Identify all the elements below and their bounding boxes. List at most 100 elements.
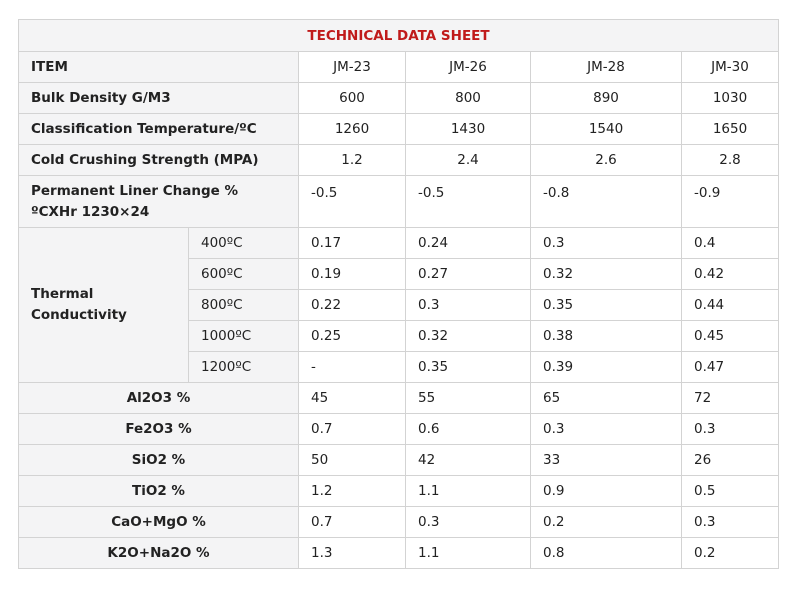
cell: 0.8 [530, 537, 682, 569]
table-row: Cold Crushing Strength (MPA) 1.2 2.4 2.6… [18, 144, 780, 176]
title-row: TECHNICAL DATA SHEET [17, 19, 780, 52]
row-label: SiO2 % [18, 444, 299, 476]
table-row: Thermal Conductivity 400ºC 0.17 0.24 0.3… [18, 227, 780, 383]
cell: 72 [680, 382, 780, 414]
header-col: JM-30 [680, 51, 780, 83]
cell: 0.47 [680, 351, 780, 383]
row-label-line: ºCXHr 1230×24 [31, 203, 150, 220]
cell: 0.9 [530, 475, 682, 507]
cell: 1.2 [298, 144, 406, 176]
header-col: JM-28 [530, 51, 682, 83]
temp-label: 800ºC [188, 289, 299, 321]
cell: 1650 [680, 113, 780, 145]
cell: 0.3 [680, 413, 780, 445]
row-label: Cold Crushing Strength (MPA) [18, 144, 299, 176]
row-label: Permanent Liner Change % ºCXHr 1230×24 [18, 175, 299, 228]
row-label: Thermal Conductivity [18, 227, 189, 383]
temp-label: 400ºC [188, 227, 299, 259]
temp-label: 1200ºC [188, 351, 299, 383]
cell: 0.17 [298, 227, 406, 259]
table-row: TiO2 % 1.2 1.1 0.9 0.5 [18, 475, 780, 507]
cell: 42 [405, 444, 531, 476]
cell: 0.24 [405, 227, 531, 259]
row-label: TiO2 % [18, 475, 299, 507]
cell: -0.9 [680, 175, 780, 228]
table-row: Classification Temperature/ºC 1260 1430 … [18, 113, 780, 145]
table-row: Al2O3 % 45 55 65 72 [18, 382, 780, 414]
cell: 0.7 [298, 413, 406, 445]
cell: 0.3 [405, 289, 531, 321]
cell: 0.3 [405, 506, 531, 538]
row-label-line: Thermal [31, 286, 94, 302]
row-label: Fe2O3 % [18, 413, 299, 445]
table-row: Bulk Density G/M3 600 800 890 1030 [18, 82, 780, 114]
row-label: K2O+Na2O % [18, 537, 299, 569]
cell: 0.7 [298, 506, 406, 538]
technical-data-table: TECHNICAL DATA SHEET ITEM JM-23 JM-26 JM… [17, 19, 780, 569]
header-row: ITEM JM-23 JM-26 JM-28 JM-30 [18, 51, 780, 83]
row-label: Al2O3 % [18, 382, 299, 414]
table-row: Permanent Liner Change % ºCXHr 1230×24 -… [18, 175, 780, 228]
row-label: CaO+MgO % [18, 506, 299, 538]
cell: 0.27 [405, 258, 531, 290]
cell: 0.3 [680, 506, 780, 538]
header-item: ITEM [18, 51, 299, 83]
cell: 33 [530, 444, 682, 476]
table-row: 800ºC 0.22 0.3 0.35 0.44 [19, 289, 780, 321]
cell: 1.3 [298, 537, 406, 569]
cell: 1260 [298, 113, 406, 145]
cell: 0.2 [680, 537, 780, 569]
row-label: Bulk Density G/M3 [18, 82, 299, 114]
cell: 0.45 [680, 320, 780, 352]
cell: 26 [680, 444, 780, 476]
cell: -0.5 [405, 175, 531, 228]
cell: 1430 [405, 113, 531, 145]
cell: 2.6 [530, 144, 682, 176]
cell: 0.35 [405, 351, 531, 383]
cell: 1.1 [405, 475, 531, 507]
row-label-line: Conductivity [31, 307, 127, 323]
cell: 0.2 [530, 506, 682, 538]
cell: -0.8 [530, 175, 682, 228]
table-row: SiO2 % 50 42 33 26 [18, 444, 780, 476]
cell: 0.25 [298, 320, 406, 352]
cell: 1030 [680, 82, 780, 114]
cell: 0.22 [298, 289, 406, 321]
cell: 0.32 [530, 258, 682, 290]
cell: 0.6 [405, 413, 531, 445]
table-row: 600ºC 0.19 0.27 0.32 0.42 [19, 258, 780, 290]
table-row: 1000ºC 0.25 0.32 0.38 0.45 [19, 320, 780, 352]
cell: 0.35 [530, 289, 682, 321]
cell: 600 [298, 82, 406, 114]
table-row: Fe2O3 % 0.7 0.6 0.3 0.3 [18, 413, 780, 445]
table-title: TECHNICAL DATA SHEET [17, 19, 780, 52]
row-label: Classification Temperature/ºC [18, 113, 299, 145]
cell: - [298, 351, 406, 383]
cell: 0.3 [530, 227, 682, 259]
cell: 1540 [530, 113, 682, 145]
cell: 0.39 [530, 351, 682, 383]
temp-label: 1000ºC [188, 320, 299, 352]
table-row: K2O+Na2O % 1.3 1.1 0.8 0.2 [18, 537, 780, 569]
cell: 0.5 [680, 475, 780, 507]
cell: 0.44 [680, 289, 780, 321]
cell: 0.38 [530, 320, 682, 352]
cell: 1.1 [405, 537, 531, 569]
cell: 50 [298, 444, 406, 476]
cell: 0.4 [680, 227, 780, 259]
cell: 65 [530, 382, 682, 414]
cell: 800 [405, 82, 531, 114]
cell: -0.5 [298, 175, 406, 228]
table-row: CaO+MgO % 0.7 0.3 0.2 0.3 [18, 506, 780, 538]
cell: 0.42 [680, 258, 780, 290]
cell: 0.32 [405, 320, 531, 352]
header-col: JM-26 [405, 51, 531, 83]
cell: 45 [298, 382, 406, 414]
cell: 55 [405, 382, 531, 414]
header-col: JM-23 [298, 51, 406, 83]
cell: 0.19 [298, 258, 406, 290]
cell: 2.8 [680, 144, 780, 176]
cell: 890 [530, 82, 682, 114]
cell: 2.4 [405, 144, 531, 176]
row-label-line: Permanent Liner Change % [31, 182, 239, 199]
